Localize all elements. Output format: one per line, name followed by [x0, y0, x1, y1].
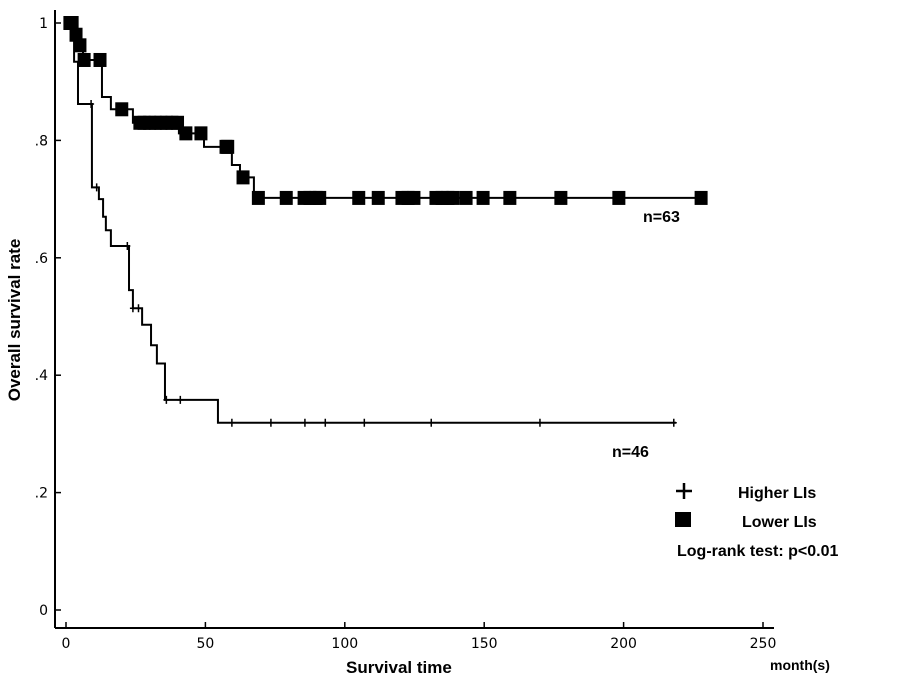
- censor-mark-square: [115, 102, 129, 117]
- censor-mark-plus: [428, 418, 435, 427]
- censor-mark-square: [65, 16, 79, 30]
- log-rank-annotation: Log-rank test: p<0.01: [677, 543, 838, 560]
- censor-mark-plus: [267, 418, 274, 427]
- y-tick-label: .8: [35, 133, 48, 149]
- n-label-higher: n=46: [612, 444, 649, 461]
- x-tick-label: 250: [750, 636, 777, 652]
- censor-mark-square: [407, 190, 421, 205]
- censor-mark-square: [93, 52, 107, 67]
- censor-mark-plus: [322, 418, 329, 427]
- censor-mark-plus: [93, 183, 100, 192]
- censor-mark-square: [313, 190, 327, 205]
- legend-lower: Lower LIs: [742, 514, 817, 531]
- x-tick-label: 200: [610, 636, 637, 652]
- censor-mark-plus: [135, 304, 142, 313]
- censor-mark-plus: [129, 304, 136, 313]
- n-label-lower: n=63: [643, 209, 680, 226]
- censor-mark-square: [352, 190, 366, 205]
- censor-mark-square: [179, 126, 193, 141]
- censor-mark-square: [279, 190, 293, 205]
- series-group: [63, 16, 708, 427]
- y-tick-label: 1: [39, 16, 48, 32]
- censor-mark-plus: [88, 100, 95, 109]
- y-tick-label: .2: [35, 486, 48, 502]
- censor-mark-square: [171, 115, 185, 130]
- censor-mark-square: [694, 190, 708, 205]
- censor-mark-square: [554, 190, 568, 205]
- censor-mark-square: [459, 190, 473, 205]
- legend-plus-icon: [676, 483, 692, 499]
- censor-mark-square: [503, 190, 517, 205]
- censor-mark-plus: [361, 418, 368, 427]
- censor-mark-square: [612, 190, 626, 205]
- censor-mark-square: [446, 190, 460, 205]
- censor-mark-square: [73, 38, 87, 53]
- censor-mark-square: [194, 126, 208, 141]
- y-tick-label: .4: [35, 368, 48, 384]
- censor-mark-square: [476, 190, 490, 205]
- censor-mark-plus: [670, 418, 677, 427]
- x-axis-unit: month(s): [770, 657, 830, 673]
- censor-mark-plus: [301, 418, 308, 427]
- censor-mark-plus: [536, 418, 543, 427]
- axes: 0 50 100 150 200 250 0 .2 .4 .6 .8 1: [35, 10, 777, 652]
- censor-mark-plus: [228, 418, 235, 427]
- x-tick-label: 50: [196, 636, 214, 652]
- censor-mark-square: [221, 139, 235, 154]
- censor-mark-plus: [163, 395, 170, 404]
- censor-mark-square: [251, 190, 265, 205]
- legend-square-icon: [675, 512, 691, 527]
- series-lower-lis: [63, 16, 708, 205]
- censor-mark-plus: [177, 395, 184, 404]
- x-tick-label: 0: [62, 636, 71, 652]
- series-higher-lis: [66, 22, 677, 427]
- y-tick-label: .6: [35, 251, 48, 267]
- y-axis-label: Overall survival rate: [5, 239, 24, 402]
- censor-mark-square: [77, 52, 91, 67]
- legend: Higher LIs Lower LIs Log-rank test: p<0.…: [675, 483, 838, 560]
- censor-mark-square: [371, 190, 385, 205]
- legend-higher: Higher LIs: [738, 485, 816, 502]
- survival-curve: [66, 22, 677, 424]
- censor-mark-square: [236, 170, 250, 185]
- x-tick-label: 100: [331, 636, 358, 652]
- censor-mark-square: [69, 27, 83, 42]
- x-axis-label: Survival time: [346, 658, 452, 677]
- survival-curve: [66, 22, 707, 199]
- x-tick-label: 150: [471, 636, 498, 652]
- censor-mark-plus: [124, 242, 131, 251]
- y-tick-label: 0: [39, 603, 48, 619]
